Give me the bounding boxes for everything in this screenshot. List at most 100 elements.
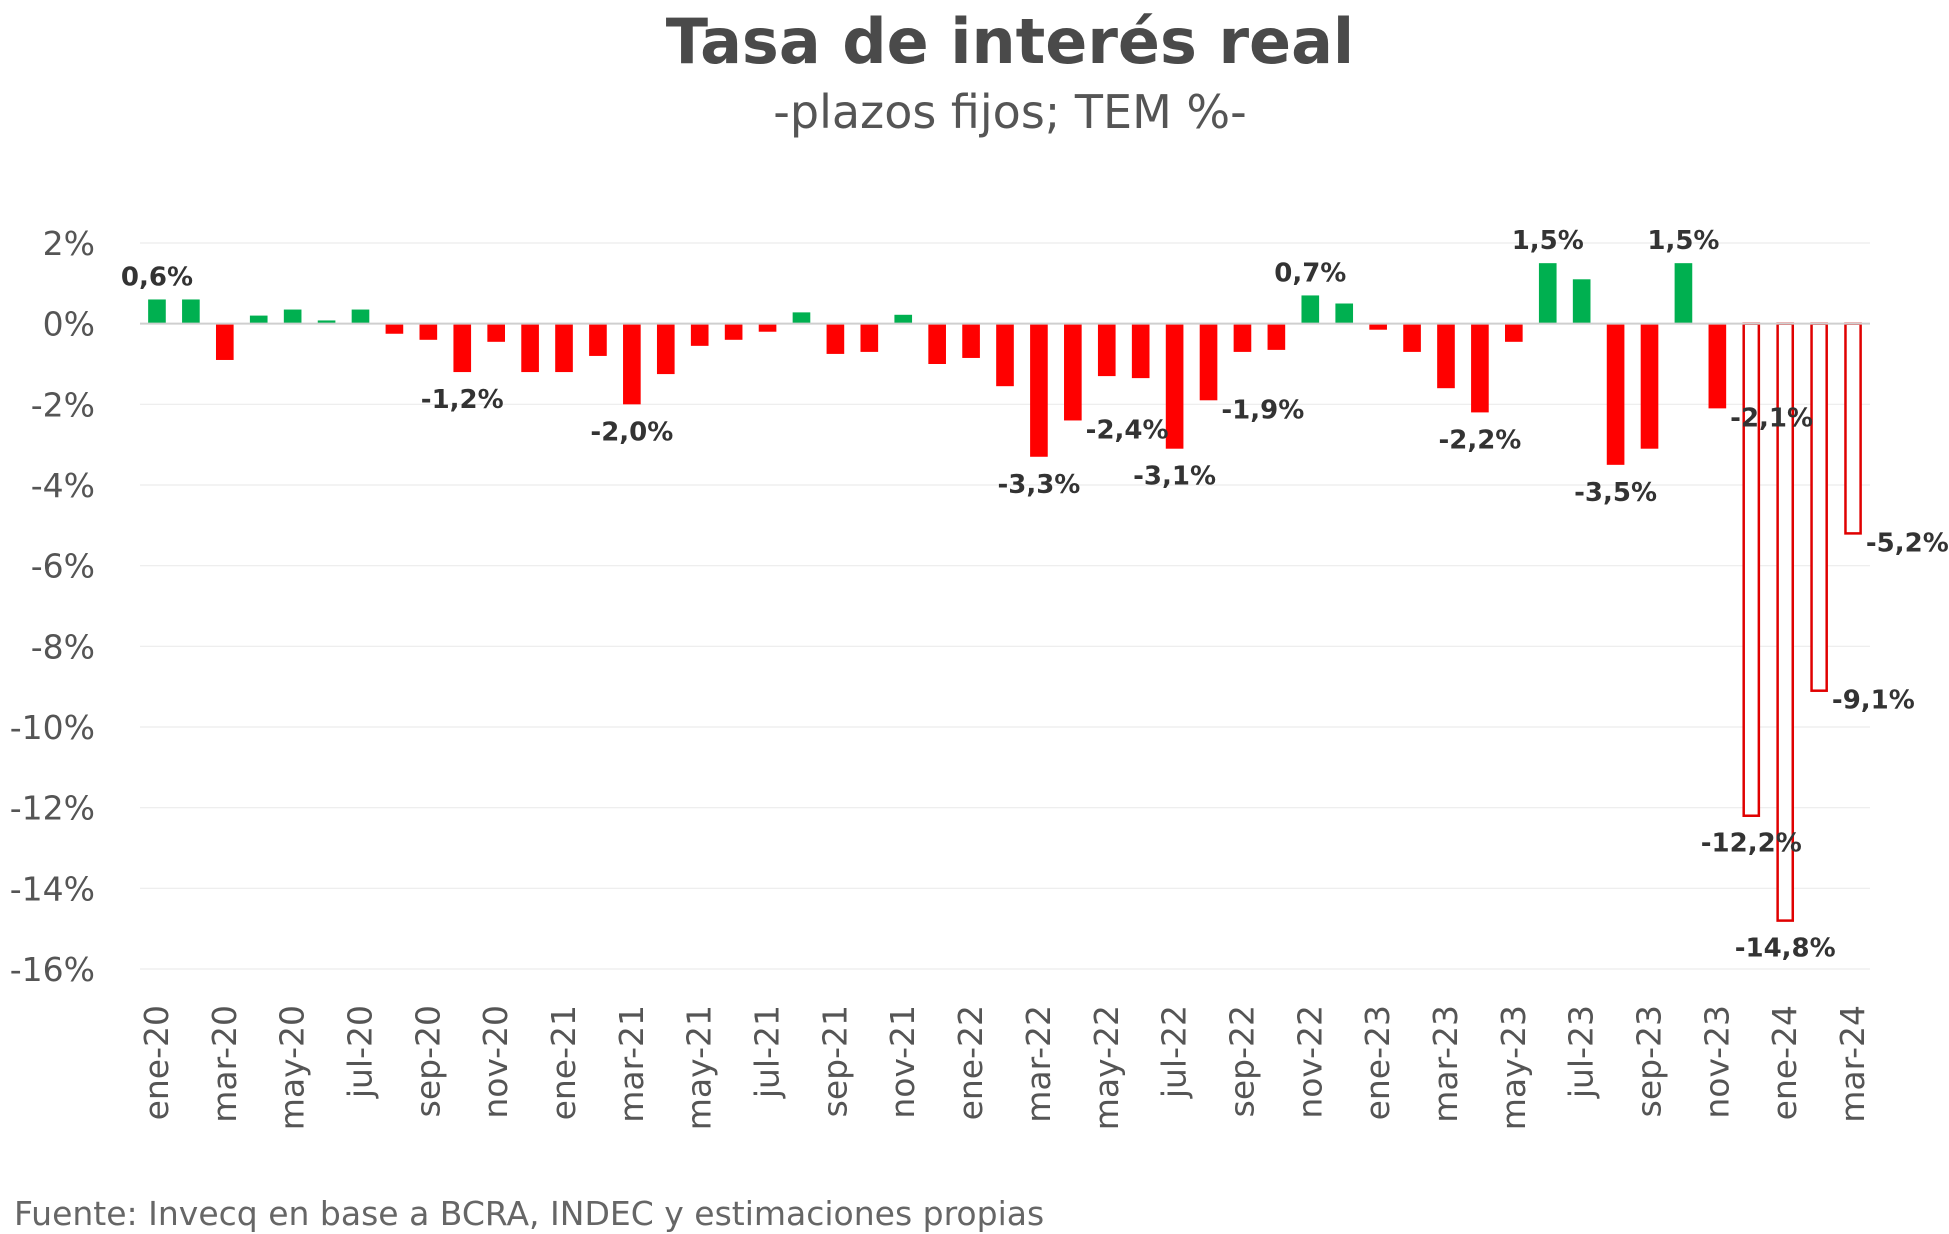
x-tick-label: sep-22 bbox=[1222, 1005, 1261, 1117]
bar-nov-22 bbox=[1301, 295, 1320, 324]
x-tick-label: ene-20 bbox=[137, 1005, 176, 1120]
bar-jun-21 bbox=[724, 323, 743, 340]
data-label: -14,8% bbox=[1735, 934, 1836, 964]
bar-oct-21 bbox=[860, 323, 879, 352]
y-tick-label: -2% bbox=[31, 385, 95, 424]
bar-oct-23 bbox=[1674, 263, 1693, 324]
bar-jul-21 bbox=[758, 323, 777, 332]
x-tick-label: sep-23 bbox=[1630, 1005, 1669, 1117]
bar-nov-20 bbox=[487, 323, 505, 342]
x-tick-label: may-22 bbox=[1087, 1005, 1126, 1130]
data-label: 1,5% bbox=[1647, 226, 1719, 256]
data-label: -2,0% bbox=[590, 417, 673, 447]
bar-dic-22 bbox=[1335, 303, 1354, 324]
bar-may-23 bbox=[1505, 323, 1523, 342]
data-label: -3,3% bbox=[997, 470, 1080, 500]
y-tick-label: -8% bbox=[31, 627, 95, 666]
bar-may-22 bbox=[1097, 323, 1116, 377]
x-tick-label: mar-22 bbox=[1019, 1005, 1058, 1123]
y-tick-label: 2% bbox=[43, 224, 95, 263]
y-tick-label: -6% bbox=[31, 547, 95, 586]
bar-dic-23 bbox=[1742, 322, 1761, 817]
bars bbox=[148, 263, 1862, 922]
data-label: -9,1% bbox=[1832, 686, 1915, 716]
bar-mar-22 bbox=[1030, 323, 1048, 457]
x-tick-label: nov-21 bbox=[883, 1005, 922, 1119]
data-label: -1,9% bbox=[1221, 395, 1304, 425]
data-label: -2,1% bbox=[1730, 403, 1813, 433]
x-axis-ticks: ene-20 mar-20 may-20 jul-20 sep-20 nov-20 ene-… bbox=[137, 1005, 1872, 1130]
bar-ago-21 bbox=[792, 312, 811, 324]
bar-ene-21 bbox=[555, 323, 573, 373]
data-label: -2,2% bbox=[1438, 425, 1521, 455]
x-tick-label: nov-22 bbox=[1290, 1005, 1329, 1119]
x-tick-label: mar-21 bbox=[612, 1005, 651, 1123]
bar-jun-20 bbox=[317, 320, 336, 324]
bar-dic-20 bbox=[521, 323, 539, 373]
x-tick-label: jul-20 bbox=[340, 1005, 379, 1099]
bar-abr-22 bbox=[1064, 323, 1082, 421]
data-label: 1,5% bbox=[1512, 226, 1584, 256]
x-tick-label: may-20 bbox=[273, 1005, 312, 1130]
bar-ago-22 bbox=[1199, 323, 1218, 401]
bar-ene-23 bbox=[1369, 323, 1387, 330]
y-tick-label: -10% bbox=[10, 708, 95, 747]
data-label: -1,2% bbox=[421, 385, 504, 415]
x-tick-label: jul-22 bbox=[1155, 1005, 1194, 1099]
bar-ago-20 bbox=[385, 323, 404, 334]
data-label: -3,5% bbox=[1574, 478, 1657, 508]
y-tick-label: -12% bbox=[10, 789, 95, 828]
bar-mar-21 bbox=[623, 323, 641, 405]
bar-jul-22 bbox=[1165, 323, 1184, 449]
bar-ago-23 bbox=[1606, 323, 1625, 465]
x-tick-label: nov-23 bbox=[1697, 1005, 1736, 1119]
x-tick-label: jul-23 bbox=[1562, 1005, 1601, 1099]
bar-feb-20 bbox=[182, 299, 200, 324]
bar-nov-21 bbox=[894, 314, 913, 324]
bar-feb-22 bbox=[996, 323, 1014, 387]
x-tick-label: mar-20 bbox=[205, 1005, 244, 1123]
bar-sep-21 bbox=[826, 323, 845, 354]
bar-mar-24 bbox=[1844, 322, 1862, 535]
bar-ene-22 bbox=[962, 323, 980, 358]
bar-may-20 bbox=[283, 309, 302, 324]
y-tick-label: -16% bbox=[10, 950, 95, 989]
data-label: 0,7% bbox=[1274, 258, 1346, 288]
data-label: -5,2% bbox=[1866, 528, 1949, 558]
bar-oct-20 bbox=[453, 323, 472, 373]
y-axis-ticks: 2% 0% -2% -4% -6% -8% -10% -12% -14% -16% bbox=[10, 224, 95, 989]
bar-sep-20 bbox=[419, 323, 438, 340]
x-tick-label: ene-23 bbox=[1358, 1005, 1397, 1120]
bar-jul-20 bbox=[351, 309, 370, 324]
y-tick-label: -4% bbox=[31, 466, 95, 505]
y-tick-label: 0% bbox=[43, 305, 95, 344]
x-tick-label: sep-21 bbox=[815, 1005, 854, 1117]
bar-sep-22 bbox=[1233, 323, 1252, 352]
x-tick-label: ene-22 bbox=[951, 1005, 990, 1120]
data-label: -3,1% bbox=[1133, 462, 1216, 492]
bar-abr-21 bbox=[656, 323, 675, 375]
data-label: -12,2% bbox=[1701, 829, 1802, 859]
bar-sep-23 bbox=[1640, 323, 1659, 449]
bar-jul-23 bbox=[1572, 279, 1591, 324]
bar-mar-20 bbox=[215, 323, 234, 360]
bar-dic-21 bbox=[928, 323, 946, 364]
bar-ene-20 bbox=[148, 299, 166, 324]
x-tick-label: nov-20 bbox=[476, 1005, 515, 1119]
x-tick-label: ene-21 bbox=[544, 1005, 583, 1120]
data-label: -2,4% bbox=[1086, 415, 1169, 445]
data-labels: 0,6% -1,2% -2,0% -3,3%-2,4% -3,1% -1,9% 0,7% -2… bbox=[121, 226, 1949, 963]
bar-jun-22 bbox=[1131, 323, 1150, 379]
x-tick-label: ene-24 bbox=[1765, 1005, 1804, 1120]
bar-feb-23 bbox=[1403, 323, 1421, 352]
bar-abr-23 bbox=[1471, 323, 1489, 413]
bar-may-21 bbox=[690, 323, 709, 346]
bar-jun-23 bbox=[1538, 263, 1557, 324]
x-tick-label: may-23 bbox=[1494, 1005, 1533, 1130]
x-tick-label: mar-23 bbox=[1426, 1005, 1465, 1123]
x-tick-label: sep-20 bbox=[408, 1005, 447, 1117]
x-tick-label: may-21 bbox=[680, 1005, 719, 1130]
y-tick-label: -14% bbox=[10, 869, 95, 908]
